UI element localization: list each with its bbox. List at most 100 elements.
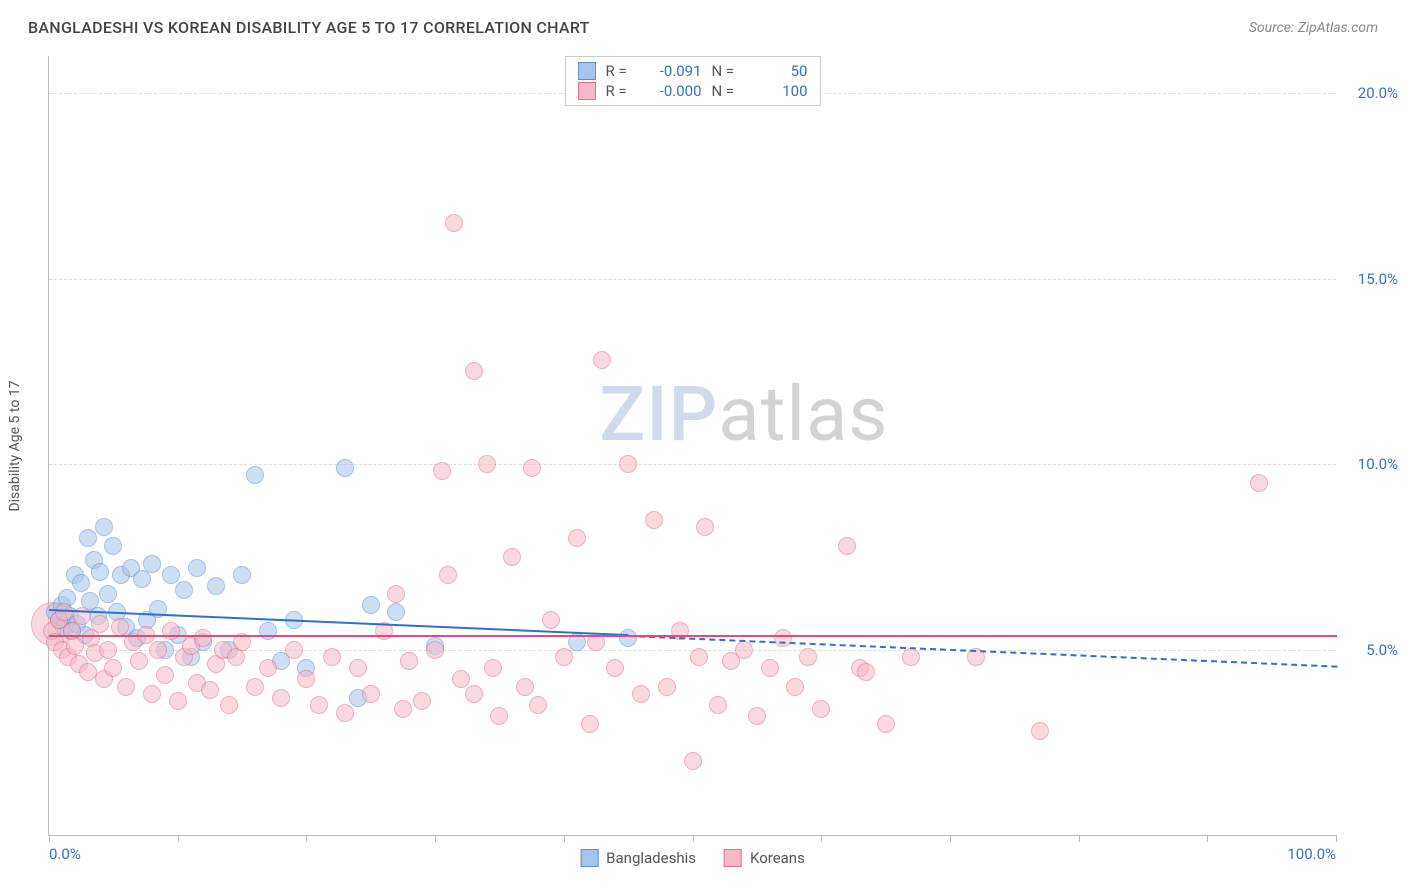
data-point <box>516 678 534 696</box>
gridline <box>49 464 1336 465</box>
data-point <box>233 566 251 584</box>
y-tick-label: 15.0% <box>1358 270 1398 288</box>
x-tick <box>564 835 565 842</box>
data-point <box>529 696 547 714</box>
data-point <box>619 629 637 647</box>
data-point <box>66 637 84 655</box>
data-point <box>349 659 367 677</box>
data-point <box>452 670 470 688</box>
data-point <box>149 641 167 659</box>
legend-n-label: N = <box>712 62 742 80</box>
data-point <box>748 707 766 725</box>
data-point <box>484 659 502 677</box>
watermark-atlas: atlas <box>718 369 888 459</box>
data-point <box>55 603 73 621</box>
data-point <box>362 596 380 614</box>
data-point <box>246 466 264 484</box>
data-point <box>79 529 97 547</box>
data-point <box>786 678 804 696</box>
x-tick <box>1336 835 1337 842</box>
data-point <box>91 615 109 633</box>
y-tick-label: 10.0% <box>1358 455 1398 473</box>
data-point <box>902 648 920 666</box>
x-tick <box>950 835 951 842</box>
trend-line <box>49 635 1337 637</box>
data-point <box>175 581 193 599</box>
data-point <box>735 641 753 659</box>
data-point <box>812 700 830 718</box>
x-tick <box>693 835 694 842</box>
watermark-zip: ZIP <box>599 369 718 459</box>
plot-region: Disability Age 5 to 17 ZIPatlas R =-0.09… <box>48 56 1336 836</box>
data-point <box>799 648 817 666</box>
legend-swatch <box>578 62 596 80</box>
gridline <box>49 279 1336 280</box>
legend-correlation: R =-0.091N =50R =-0.000N =100 <box>565 56 821 106</box>
data-point <box>690 648 708 666</box>
data-point <box>542 611 560 629</box>
data-point <box>162 566 180 584</box>
data-point <box>310 696 328 714</box>
data-point <box>503 548 521 566</box>
data-point <box>696 518 714 536</box>
x-tick <box>1207 835 1208 842</box>
data-point <box>336 459 354 477</box>
x-tick <box>435 835 436 842</box>
data-point <box>143 555 161 573</box>
legend-item: Koreans <box>724 849 805 867</box>
data-point <box>95 518 113 536</box>
data-point <box>297 670 315 688</box>
data-point <box>72 574 90 592</box>
data-point <box>156 666 174 684</box>
data-point <box>336 704 354 722</box>
data-point <box>387 603 405 621</box>
data-point <box>465 685 483 703</box>
data-point <box>79 663 97 681</box>
data-point <box>877 715 895 733</box>
y-tick-label: 20.0% <box>1358 84 1398 102</box>
data-point <box>259 659 277 677</box>
data-point <box>169 692 187 710</box>
data-point <box>606 659 624 677</box>
data-point <box>555 648 573 666</box>
y-tick-label: 5.0% <box>1366 641 1398 659</box>
data-point <box>143 685 161 703</box>
x-tick <box>821 835 822 842</box>
data-point <box>523 459 541 477</box>
data-point <box>1031 722 1049 740</box>
data-point <box>207 577 225 595</box>
data-point <box>130 652 148 670</box>
data-point <box>201 681 219 699</box>
data-point <box>445 214 463 232</box>
data-point <box>857 663 875 681</box>
legend-swatch <box>724 849 742 867</box>
data-point <box>323 648 341 666</box>
chart-header: BANGLADESHI VS KOREAN DISABILITY AGE 5 T… <box>0 0 1406 47</box>
data-point <box>478 455 496 473</box>
data-point <box>645 511 663 529</box>
x-tick <box>49 835 50 842</box>
data-point <box>619 455 637 473</box>
data-point <box>439 566 457 584</box>
data-point <box>709 696 727 714</box>
data-point <box>761 659 779 677</box>
legend-n-label: N = <box>712 82 742 100</box>
chart-title: BANGLADESHI VS KOREAN DISABILITY AGE 5 T… <box>28 18 590 37</box>
data-point <box>194 629 212 647</box>
data-point <box>658 678 676 696</box>
data-point <box>433 462 451 480</box>
data-point <box>465 362 483 380</box>
source-label: Source: ZipAtlas.com <box>1249 20 1378 36</box>
x-tick-label: 100.0% <box>1287 845 1336 863</box>
data-point <box>632 685 650 703</box>
legend-r-label: R = <box>606 82 636 100</box>
legend-label: Bangladeshis <box>606 849 696 867</box>
legend-swatch <box>578 82 596 100</box>
data-point <box>684 752 702 770</box>
data-point <box>111 618 129 636</box>
legend-item: Bangladeshis <box>580 849 696 867</box>
data-point <box>91 563 109 581</box>
x-tick <box>306 835 307 842</box>
data-point <box>104 659 122 677</box>
data-point <box>413 692 431 710</box>
